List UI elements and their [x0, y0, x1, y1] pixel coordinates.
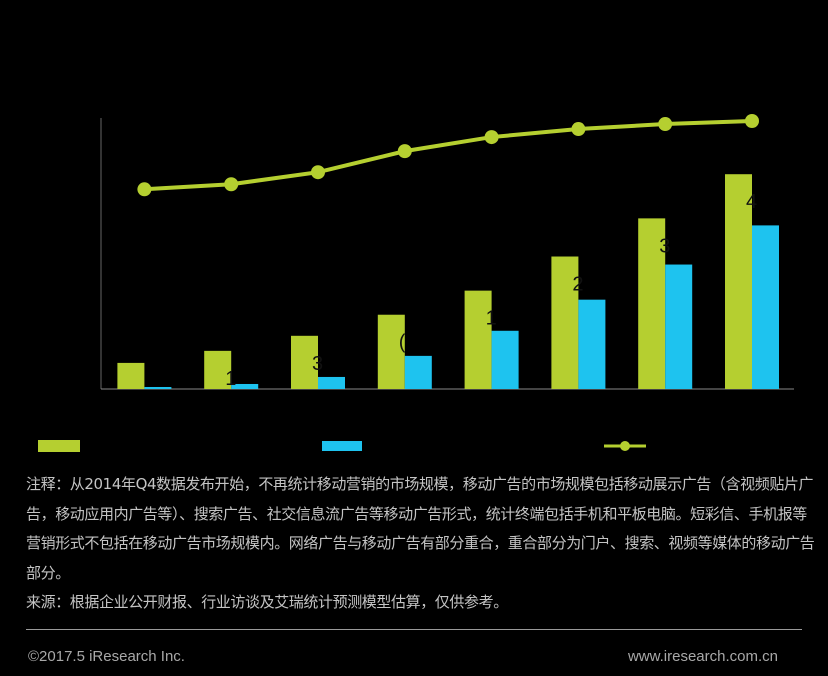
- legend-swatch-green-bar: [38, 440, 80, 452]
- bar-blue-2: [318, 376, 345, 389]
- notes: 注释：从2014年Q4数据发布开始，不再统计移动营销的市场规模，移动广告的市场规…: [26, 470, 816, 618]
- bar-blue-3: [404, 355, 432, 389]
- legend-swatch-blue-bar: [322, 441, 362, 451]
- note-text: 注释：从2014年Q4数据发布开始，不再统计移动营销的市场规模，移动广告的市场规…: [26, 475, 815, 582]
- bar-blue-6: [665, 264, 693, 389]
- bar-green-5: [551, 256, 579, 389]
- data-label-7: 4: [746, 191, 757, 213]
- bar-blue-1: [231, 383, 259, 389]
- website[interactable]: www.iresearch.com.cn: [627, 648, 778, 665]
- bar-blue-5: [578, 299, 606, 389]
- line-point-5: [571, 122, 586, 137]
- copyright: ©2017.5 iResearch Inc.: [28, 648, 185, 665]
- bar-blue-4: [491, 330, 519, 389]
- line-series: [144, 119, 753, 192]
- data-label-1: 1: [225, 368, 236, 390]
- line-point-0: [137, 182, 152, 197]
- line-point-4: [484, 130, 499, 145]
- bar-blue-7: [752, 225, 779, 389]
- line-point-1: [224, 177, 239, 192]
- legend-swatch-line-marker: [620, 441, 630, 451]
- source-text: 来源：根据企业公开财报、行业访谈及艾瑞统计预测模型估算，仅供参考。: [26, 593, 508, 611]
- bar-green-3: [377, 314, 405, 389]
- line-point-6: [658, 117, 673, 132]
- data-label-5: 2: [572, 274, 583, 296]
- data-label-4: 1: [486, 308, 497, 330]
- data-label-2: 3: [312, 353, 323, 375]
- line-point-2: [311, 165, 325, 180]
- chart: 1 3 (1 2 3 4: [38, 114, 794, 452]
- bar-green-7: [725, 174, 752, 389]
- bar-green-1: [204, 350, 232, 389]
- bar-green-6: [638, 218, 666, 389]
- data-label-6: 3: [659, 235, 670, 257]
- bar-green-4: [464, 290, 492, 389]
- line-point-7: [745, 114, 759, 129]
- bar-green-2: [291, 335, 318, 389]
- divider: [26, 629, 802, 630]
- bar-green-0: [117, 362, 145, 389]
- line-point-3: [397, 144, 412, 159]
- bar-blue-0: [144, 386, 172, 389]
- data-label-3: (: [399, 332, 406, 354]
